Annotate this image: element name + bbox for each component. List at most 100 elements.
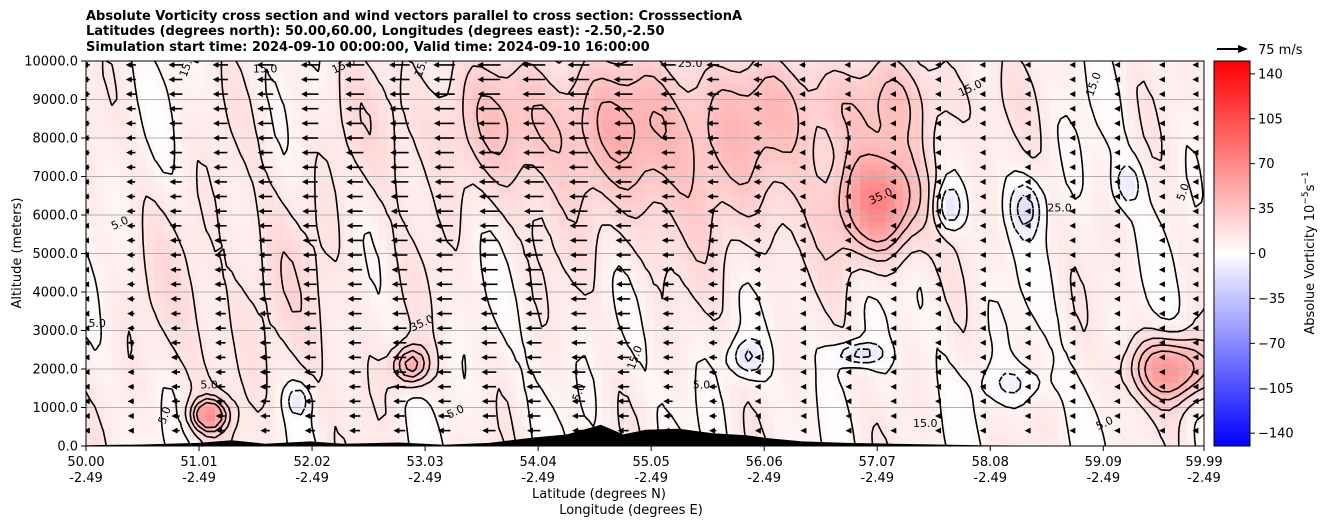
vorticity-cell (799, 356, 809, 364)
vorticity-cell (120, 394, 130, 402)
vorticity-cell (154, 343, 164, 351)
vorticity-cell (705, 285, 715, 293)
vorticity-cell (1186, 343, 1196, 351)
vorticity-cell (980, 292, 990, 300)
vorticity-cell (559, 394, 569, 402)
vorticity-cell (189, 394, 199, 402)
vorticity-cell (438, 272, 448, 280)
vorticity-cell (516, 343, 526, 351)
vorticity-cell (860, 234, 870, 242)
vorticity-cell (215, 304, 225, 312)
vorticity-cell (378, 324, 388, 332)
vorticity-cell (868, 304, 878, 312)
vorticity-cell (129, 272, 139, 280)
vorticity-cell (903, 343, 913, 351)
vorticity-cell (498, 401, 508, 409)
vorticity-cell (533, 292, 543, 300)
vorticity-cell (180, 426, 190, 434)
vorticity-cell (180, 292, 190, 300)
vorticity-cell (576, 227, 586, 235)
vorticity-cell (937, 253, 947, 261)
vorticity-cell (817, 259, 827, 267)
vorticity-cell (1066, 394, 1076, 402)
vorticity-cell (842, 420, 852, 428)
vorticity-cell (559, 369, 569, 377)
vorticity-cell (1195, 202, 1204, 210)
vorticity-cell (197, 298, 207, 306)
vorticity-cell (275, 227, 285, 235)
vorticity-cell (395, 317, 405, 325)
vorticity-cell (180, 259, 190, 267)
vorticity-cell (1178, 240, 1188, 248)
vorticity-cell (920, 439, 930, 446)
vorticity-cell (1118, 343, 1128, 351)
vorticity-cell (258, 375, 268, 383)
vorticity-cell (240, 195, 250, 203)
vorticity-cell (765, 215, 775, 223)
vorticity-cell (318, 401, 328, 409)
vorticity-cell (498, 343, 508, 351)
vorticity-cell (103, 292, 113, 300)
vorticity-cell (266, 285, 276, 293)
vorticity-cell (1109, 362, 1119, 370)
vorticity-cell (808, 343, 818, 351)
vorticity-cell (731, 401, 741, 409)
vorticity-cell (911, 426, 921, 434)
vorticity-cell (447, 324, 457, 332)
vorticity-cell (559, 215, 569, 223)
vorticity-cell (197, 407, 207, 415)
vorticity-cell (911, 240, 921, 248)
vorticity-cell (455, 195, 465, 203)
vorticity-cell (1135, 394, 1145, 402)
vorticity-cell (989, 247, 999, 255)
vorticity-cell (1152, 298, 1162, 306)
vorticity-cell (1100, 356, 1110, 364)
vorticity-cell (146, 221, 156, 229)
vorticity-cell (954, 420, 964, 428)
vorticity-cell (627, 413, 637, 421)
vorticity-cell (688, 304, 698, 312)
vorticity-cell (851, 336, 861, 344)
vorticity-cell (877, 381, 887, 389)
vorticity-cell (731, 227, 741, 235)
vorticity-cell (782, 349, 792, 357)
vorticity-cell (1161, 381, 1171, 389)
vorticity-cell (636, 413, 646, 421)
vorticity-cell (498, 304, 508, 312)
vorticity-cell (352, 433, 362, 441)
vorticity-cell (946, 259, 956, 267)
vorticity-cell (877, 362, 887, 370)
vorticity-cell (894, 285, 904, 293)
vorticity-cell (1152, 407, 1162, 415)
vorticity-cell (524, 272, 534, 280)
vorticity-cell (851, 272, 861, 280)
vorticity-cell (335, 336, 345, 344)
vorticity-cell (361, 426, 371, 434)
vorticity-cell (473, 292, 483, 300)
vorticity-cell (283, 369, 293, 377)
vorticity-cell (1049, 426, 1059, 434)
vorticity-cell (1135, 298, 1145, 306)
vorticity-cell (731, 362, 741, 370)
vorticity-cell (791, 272, 801, 280)
vorticity-cell (894, 356, 904, 364)
vorticity-cell (946, 356, 956, 364)
vorticity-cell (1109, 336, 1119, 344)
vorticity-cell (842, 388, 852, 396)
vorticity-cell (111, 381, 121, 389)
vorticity-cell (430, 279, 440, 287)
vorticity-cell (1066, 388, 1076, 396)
vorticity-cell (997, 247, 1007, 255)
vorticity-cell (541, 349, 551, 357)
vorticity-cell (1040, 401, 1050, 409)
vorticity-cell (189, 375, 199, 383)
vorticity-cell (301, 317, 311, 325)
vorticity-cell (335, 394, 345, 402)
vorticity-cell (1178, 279, 1188, 287)
vorticity-cell (696, 227, 706, 235)
vorticity-cell (756, 285, 766, 293)
vorticity-cell (748, 298, 758, 306)
vorticity-cell (172, 304, 182, 312)
vorticity-cell (490, 375, 500, 383)
vorticity-cell (791, 240, 801, 248)
